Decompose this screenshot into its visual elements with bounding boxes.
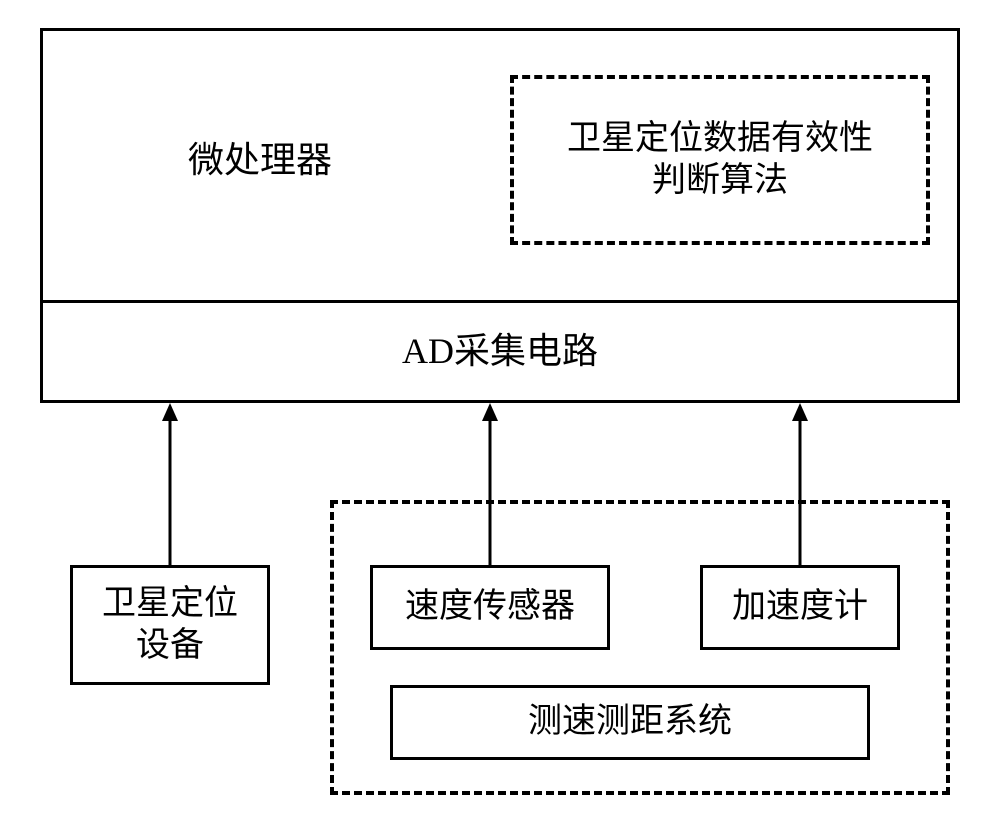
diagram-canvas: 微处理器 卫星定位数据有效性 判断算法 AD采集电路 卫星定位 设备 速度传感器… bbox=[0, 0, 1000, 827]
arrows-layer bbox=[0, 0, 1000, 827]
